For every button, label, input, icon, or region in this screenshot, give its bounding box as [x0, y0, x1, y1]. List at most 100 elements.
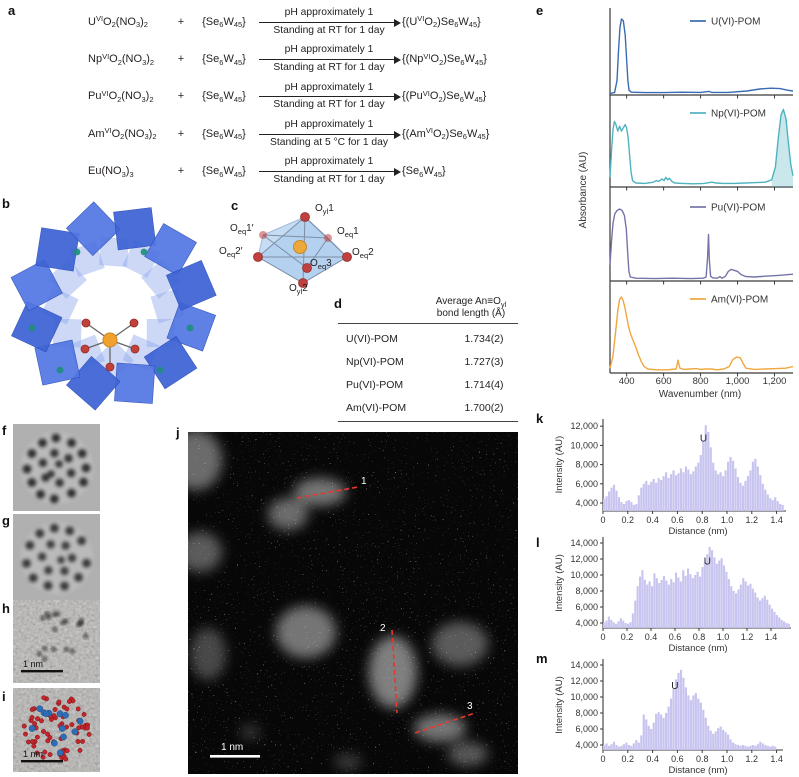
- tungsten-model-atom: [56, 710, 64, 718]
- bond-length-value: 1.714(4): [464, 378, 504, 391]
- x-tick-label: 0.4: [646, 515, 659, 525]
- y-axis-label: Intensity (AU): [554, 676, 565, 734]
- oxygen-model-atom: [34, 734, 40, 740]
- panel-label-d: d: [334, 296, 342, 311]
- panel-label-a: a: [8, 3, 16, 18]
- bond-length-value: 1.700(2): [464, 401, 504, 414]
- x-tick-label: 1.0: [721, 515, 734, 525]
- tungsten-model-atom: [42, 710, 50, 718]
- actinide-atom: [102, 332, 118, 348]
- x-tick-label: 1.0: [721, 754, 734, 764]
- line-profile-3-label: 3: [467, 701, 473, 712]
- oxygen-model-atom: [52, 707, 58, 712]
- scale-bar-label: 1 nm: [23, 749, 43, 759]
- x-tick-label: 600: [656, 376, 672, 387]
- condition-bottom: Standing at RT for 1 day: [273, 62, 385, 74]
- oxygen-atom: [81, 318, 91, 328]
- x-axis-label: Distance (nm): [668, 526, 727, 537]
- oxygen-model-atom: [47, 752, 53, 758]
- reaction-scheme: UVIO2(NO3)2 + {Se6W45} pH approximately …: [88, 3, 489, 190]
- panel-label-j: j: [176, 425, 180, 440]
- plus-sign: +: [177, 165, 185, 178]
- x-axis-label: Distance (nm): [668, 765, 727, 776]
- oxygen-model-atom: [40, 754, 46, 760]
- atom-contrast-dots: [36, 610, 89, 662]
- legend-label: U(VI)-POM: [711, 17, 760, 28]
- reactant-formula: PuVIO2(NO3)2: [88, 89, 154, 105]
- oxygen-atom: [105, 362, 115, 372]
- oxygen-label-oeq1p: Oeq1′: [230, 223, 254, 236]
- x-axis-label: Distance (nm): [668, 643, 727, 654]
- oxygen-model-atom: [29, 715, 35, 720]
- y-tick-label: 8,000: [575, 586, 598, 596]
- product-formula: {(PuVIO2)Se6W45}: [402, 89, 487, 105]
- oxygen-model-atom: [32, 721, 38, 727]
- oxygen-label-oyl1: Oyl1: [315, 203, 334, 216]
- selenium-atom: [56, 366, 64, 374]
- x-tick-label: 0.6: [671, 754, 684, 764]
- panel-label-l: l: [536, 535, 540, 550]
- compound-label: Am(VI)-POM: [346, 401, 407, 414]
- x-tick-label: 1.4: [770, 754, 783, 764]
- condition-top: pH approximately 1: [284, 81, 374, 93]
- reaction-arrow: pH approximately 1 Standing at RT for 1 …: [259, 44, 401, 74]
- tem-simulation-image-f: [13, 424, 100, 511]
- line-profile-1-label: 1: [361, 476, 367, 487]
- condition-bottom: Standing at RT for 1 day: [273, 174, 385, 186]
- oxygen-model-atom: [42, 749, 48, 755]
- oxygen-model-atom: [66, 699, 72, 704]
- reaction-arrow: pH approximately 1 Standing at RT for 1 …: [259, 6, 401, 37]
- legend-label: Np(VI)-POM: [711, 109, 766, 120]
- scale-bar: [21, 670, 63, 673]
- y-tick-label: 6,000: [575, 602, 598, 612]
- plus-sign: +: [177, 15, 185, 28]
- oxygen-model-atom: [39, 718, 44, 724]
- condition-top: pH approximately 1: [284, 156, 374, 168]
- oxygen-atom: [130, 344, 140, 354]
- peak-annotation: U: [671, 681, 678, 692]
- panel-label-b: b: [2, 196, 10, 211]
- y-tick-label: 10,000: [570, 692, 598, 702]
- tem-simulation-image-g: [13, 514, 100, 601]
- oxygen-model-atom: [69, 722, 75, 728]
- x-tick-label: 1.2: [746, 515, 759, 525]
- panel-label-i: i: [2, 689, 6, 704]
- x-tick-label: 0.6: [669, 632, 682, 642]
- y-tick-label: 12,000: [570, 421, 598, 431]
- plus-sign: +: [177, 127, 185, 140]
- table-rule: [338, 323, 518, 324]
- oxygen-model-atom: [31, 743, 37, 749]
- oxygen-model-atom: [76, 725, 82, 731]
- reactant-formula: NpVIO2(NO3)2: [88, 51, 155, 67]
- stem-image-j: 1 2 3 1 nm: [188, 432, 518, 774]
- product-formula: {Se6W45}: [402, 165, 446, 179]
- tungsten-model-atom: [36, 705, 44, 713]
- precursor-formula: {Se6W45}: [202, 127, 246, 142]
- condition-bottom: Standing at 5 °C for 1 day: [269, 136, 389, 148]
- y-tick-label: 10,000: [570, 570, 598, 580]
- reaction-row: Eu(NO3)3 + {Se6W45} pH approximately 1 S…: [88, 153, 489, 190]
- selenium-atom: [156, 366, 164, 374]
- compound-label: Np(VI)-POM: [346, 355, 404, 368]
- reaction-arrow: pH approximately 1 Standing at RT for 1 …: [259, 156, 401, 186]
- condition-top: pH approximately 1: [284, 6, 374, 18]
- x-tick-label: 0.8: [696, 754, 709, 764]
- panel-label-e: e: [536, 3, 544, 18]
- oxygen-model-atom: [75, 706, 81, 712]
- x-tick-label: 0.2: [622, 754, 635, 764]
- y-tick-label: 6,000: [575, 724, 598, 734]
- x-tick-label: 0.8: [696, 515, 709, 525]
- polyoxometalate-structure-image: [10, 201, 217, 411]
- arrow-line: [259, 130, 401, 139]
- peak-annotation: U: [700, 434, 707, 445]
- reactant-formula: UVIO2(NO3)2: [88, 14, 148, 30]
- y-tick-label: 4,000: [575, 498, 598, 508]
- tungsten-model-atom: [76, 717, 84, 725]
- product-formula: {(UVIO2)Se6W45}: [402, 14, 481, 30]
- reaction-arrow: pH approximately 1 Standing at 5 °C for …: [259, 119, 401, 149]
- oxygen-label-oyl2: Oyl2: [289, 283, 308, 296]
- oxygen-model-atom: [86, 731, 92, 737]
- reaction-row: NpVIO2(NO3)2 + {Se6W45} pH approximately…: [88, 40, 489, 77]
- tungstate-ring: [10, 201, 217, 411]
